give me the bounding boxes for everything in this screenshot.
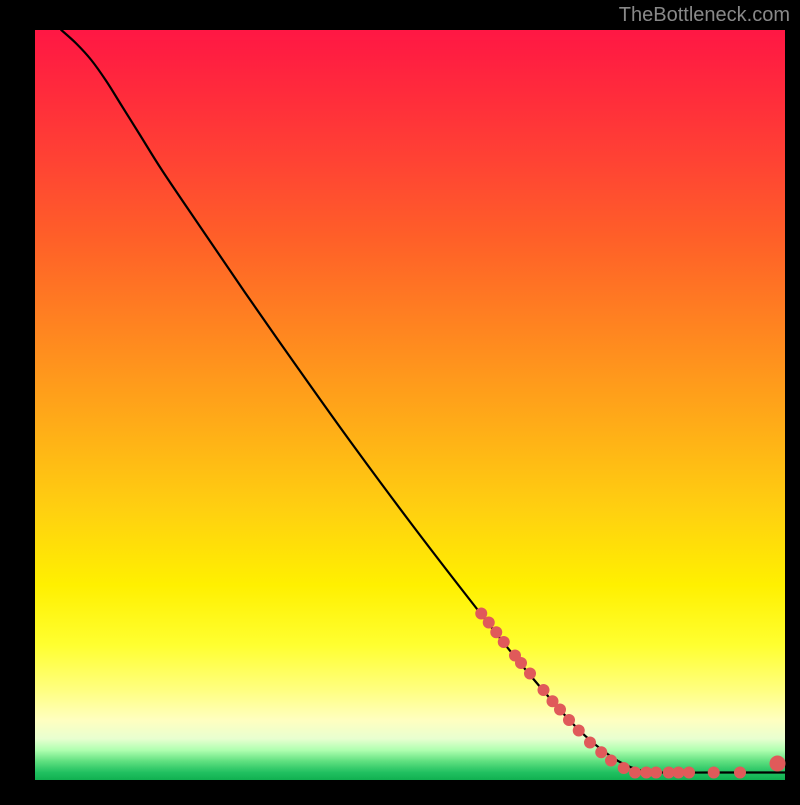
chart-background bbox=[35, 30, 785, 780]
data-marker bbox=[595, 746, 607, 758]
data-marker bbox=[650, 767, 662, 779]
data-marker bbox=[573, 725, 585, 737]
data-marker bbox=[734, 767, 746, 779]
data-marker bbox=[584, 737, 596, 749]
data-marker bbox=[629, 767, 641, 779]
data-marker bbox=[618, 762, 630, 774]
data-marker bbox=[708, 767, 720, 779]
data-marker bbox=[605, 755, 617, 767]
data-marker bbox=[554, 704, 566, 716]
data-marker bbox=[490, 626, 502, 638]
chart-container bbox=[0, 0, 800, 800]
data-marker bbox=[483, 617, 495, 629]
data-marker bbox=[524, 668, 536, 680]
data-marker bbox=[673, 767, 685, 779]
data-marker bbox=[498, 636, 510, 648]
watermark-text: TheBottleneck.com bbox=[619, 4, 790, 27]
data-marker bbox=[515, 657, 527, 669]
data-marker bbox=[770, 756, 786, 772]
data-marker bbox=[683, 767, 695, 779]
data-marker bbox=[563, 714, 575, 726]
data-marker bbox=[538, 684, 550, 696]
bottleneck-chart bbox=[0, 0, 800, 800]
